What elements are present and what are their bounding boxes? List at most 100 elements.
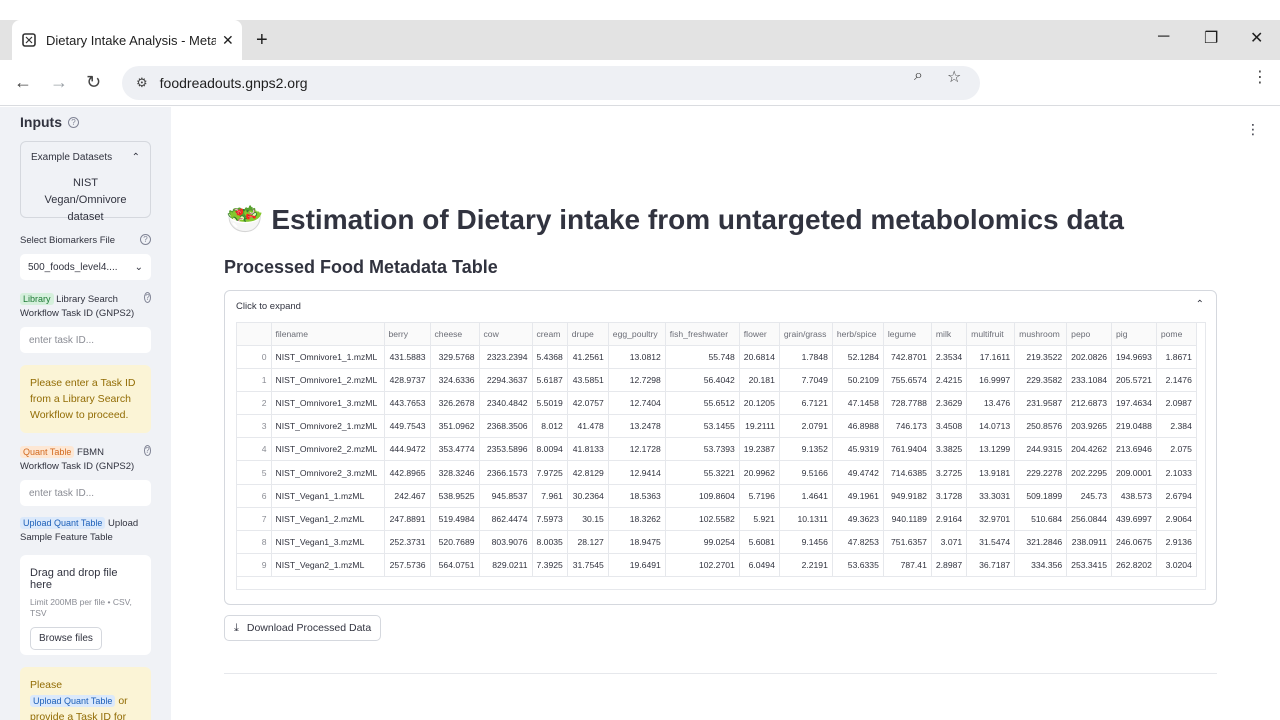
table-cell[interactable]: 2.1033 xyxy=(1156,460,1197,485)
table-cell[interactable]: NIST_Vegan1_2.mzML xyxy=(271,507,385,532)
table-cell[interactable]: 6.7121 xyxy=(779,391,833,416)
biomarkers-select[interactable]: 500_foods_level4.... ⌄ xyxy=(20,254,151,280)
table-cell[interactable]: 18.9475 xyxy=(608,530,666,555)
table-cell[interactable]: 13.2478 xyxy=(608,414,666,439)
table-cell[interactable]: 2.3629 xyxy=(931,391,968,416)
table-cell[interactable]: 1.7848 xyxy=(779,345,833,369)
table-cell[interactable]: 212.6873 xyxy=(1066,391,1113,416)
table-cell[interactable]: 99.0254 xyxy=(665,530,740,555)
row-index[interactable]: 1 xyxy=(237,368,272,392)
table-cell[interactable]: 8.0094 xyxy=(532,437,568,462)
table-cell[interactable]: 2.384 xyxy=(1156,414,1197,439)
table-cell[interactable]: NIST_Vegan1_3.mzML xyxy=(271,530,385,555)
table-cell[interactable]: 334.356 xyxy=(1014,553,1068,578)
table-cell[interactable]: 9.1456 xyxy=(779,530,833,555)
table-cell[interactable]: 324.6336 xyxy=(430,368,480,392)
table-cell[interactable]: 19.2111 xyxy=(739,414,780,439)
table-cell[interactable]: 231.9587 xyxy=(1014,391,1068,416)
table-cell[interactable]: 16.9997 xyxy=(966,368,1016,392)
table-cell[interactable]: 41.478 xyxy=(567,414,609,439)
table-cell[interactable]: 49.3623 xyxy=(832,507,884,532)
column-header[interactable]: flower xyxy=(739,323,780,346)
row-index[interactable]: 0 xyxy=(237,345,272,369)
column-header[interactable]: grain/grass xyxy=(779,323,833,346)
chevron-up-icon[interactable]: ⌃ xyxy=(131,152,140,163)
table-cell[interactable]: 49.4742 xyxy=(832,460,884,485)
table-cell[interactable]: 3.1728 xyxy=(931,484,968,508)
table-cell[interactable]: 244.9315 xyxy=(1014,437,1068,462)
table-cell[interactable]: NIST_Omnivore2_3.mzML xyxy=(271,460,385,485)
table-cell[interactable]: 438.573 xyxy=(1111,484,1157,508)
table-cell[interactable]: 3.3825 xyxy=(931,437,968,462)
table-cell[interactable]: 19.6491 xyxy=(608,553,666,578)
table-cell[interactable]: 42.0757 xyxy=(567,391,609,416)
table-cell[interactable]: 14.0713 xyxy=(966,414,1016,439)
table-cell[interactable]: 2.2191 xyxy=(779,553,833,578)
table-cell[interactable]: 13.0812 xyxy=(608,345,666,369)
table-cell[interactable]: 229.2278 xyxy=(1014,460,1068,485)
table-row[interactable]: 4 NIST_Omnivore2_2.mzML 444.9472 353.4774 23… xyxy=(237,437,1197,462)
row-index[interactable]: 9 xyxy=(237,553,272,578)
table-cell[interactable]: 8.012 xyxy=(532,414,568,439)
table-cell[interactable]: 940.1189 xyxy=(883,507,932,532)
table-cell[interactable]: 20.1205 xyxy=(739,391,780,416)
table-cell[interactable]: 238.0911 xyxy=(1066,530,1113,555)
table-cell[interactable]: NIST_Vegan2_1.mzML xyxy=(271,553,385,578)
column-header[interactable]: egg_poultry xyxy=(608,323,666,346)
table-cell[interactable]: 205.5721 xyxy=(1111,368,1157,392)
table-cell[interactable]: 12.7298 xyxy=(608,368,666,392)
row-index[interactable]: 8 xyxy=(237,530,272,555)
file-dropzone[interactable]: Drag and drop file here Limit 200MB per … xyxy=(20,555,151,655)
table-cell[interactable]: 229.3582 xyxy=(1014,368,1068,392)
table-cell[interactable]: 256.0844 xyxy=(1066,507,1113,532)
table-cell[interactable]: 2.9164 xyxy=(931,507,968,532)
table-cell[interactable]: 41.8133 xyxy=(567,437,609,462)
column-header[interactable]: cow xyxy=(479,323,533,346)
table-cell[interactable]: 247.8891 xyxy=(384,507,431,532)
table-cell[interactable]: 13.9181 xyxy=(966,460,1016,485)
table-cell[interactable]: 746.173 xyxy=(883,414,932,439)
row-index[interactable]: 6 xyxy=(237,484,272,508)
table-cell[interactable]: 50.2109 xyxy=(832,368,884,392)
table-row[interactable]: 0 NIST_Omnivore1_1.mzML 431.5883 329.5768 23… xyxy=(237,345,1197,369)
table-cell[interactable]: 442.8965 xyxy=(384,460,431,485)
table-cell[interactable]: 564.0751 xyxy=(430,553,480,578)
app-menu-icon[interactable]: ⋮ xyxy=(1246,121,1260,137)
table-cell[interactable]: 7.7049 xyxy=(779,368,833,392)
table-cell[interactable]: 209.0001 xyxy=(1111,460,1157,485)
column-header[interactable]: cheese xyxy=(430,323,480,346)
table-cell[interactable]: 250.8576 xyxy=(1014,414,1068,439)
close-window-icon[interactable]: ✕ xyxy=(1250,30,1264,47)
table-cell[interactable]: 510.684 xyxy=(1014,507,1068,532)
table-cell[interactable]: 742.8701 xyxy=(883,345,932,369)
table-cell[interactable]: 2366.1573 xyxy=(479,460,533,485)
minimize-icon[interactable]: ─ xyxy=(1158,28,1170,45)
table-cell[interactable]: 33.3031 xyxy=(966,484,1016,508)
table-cell[interactable]: 326.2678 xyxy=(430,391,480,416)
table-cell[interactable]: 439.6997 xyxy=(1111,507,1157,532)
table-cell[interactable]: NIST_Omnivore2_2.mzML xyxy=(271,437,385,462)
quant-task-id-input[interactable]: enter task ID... xyxy=(20,480,151,506)
table-cell[interactable]: 41.2561 xyxy=(567,345,609,369)
table-cell[interactable]: 55.3221 xyxy=(665,460,740,485)
table-cell[interactable]: 18.5363 xyxy=(608,484,666,508)
table-cell[interactable]: 20.6814 xyxy=(739,345,780,369)
table-cell[interactable]: 12.7404 xyxy=(608,391,666,416)
table-cell[interactable]: 444.9472 xyxy=(384,437,431,462)
omnibox[interactable]: ⚙ foodreadouts.gnps2.org xyxy=(122,66,980,100)
table-cell[interactable]: NIST_Omnivore1_3.mzML xyxy=(271,391,385,416)
table-cell[interactable]: 509.1899 xyxy=(1014,484,1068,508)
table-cell[interactable]: 56.4042 xyxy=(665,368,740,392)
table-cell[interactable]: NIST_Omnivore1_2.mzML xyxy=(271,368,385,392)
table-cell[interactable]: 9.5166 xyxy=(779,460,833,485)
table-cell[interactable]: 353.4774 xyxy=(430,437,480,462)
table-cell[interactable]: 761.9404 xyxy=(883,437,932,462)
example-dataset-value[interactable]: NIST Vegan/Omnivore dataset xyxy=(44,177,127,223)
column-header[interactable]: pome xyxy=(1156,323,1197,346)
table-cell[interactable]: 49.1961 xyxy=(832,484,884,508)
table-cell[interactable]: 329.5768 xyxy=(430,345,480,369)
data-grid[interactable]: filename berry cheese cow cream drupe egg_poul… xyxy=(236,322,1206,590)
table-cell[interactable]: 751.6357 xyxy=(883,530,932,555)
table-cell[interactable]: 3.071 xyxy=(931,530,968,555)
table-cell[interactable]: 262.8202 xyxy=(1111,553,1157,578)
